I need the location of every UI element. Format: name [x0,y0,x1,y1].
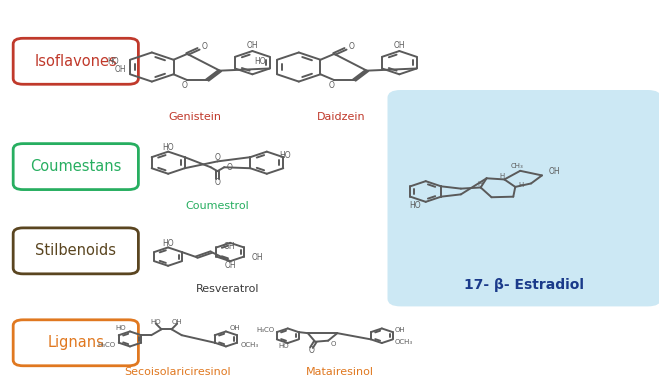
Text: CH₃: CH₃ [511,163,524,169]
Text: Isoflavones: Isoflavones [34,54,117,69]
Text: H₃CO: H₃CO [97,342,115,348]
Text: H: H [477,181,482,187]
Text: H: H [500,173,505,179]
FancyBboxPatch shape [13,38,138,84]
Text: O: O [227,163,233,172]
Text: O: O [215,153,220,162]
Text: 17- β- Estradiol: 17- β- Estradiol [464,278,585,292]
FancyBboxPatch shape [13,320,138,366]
Text: O: O [331,341,336,347]
Text: O: O [215,178,220,187]
FancyBboxPatch shape [13,228,138,274]
Text: H₃CO: H₃CO [256,327,275,333]
Text: HO: HO [279,151,291,160]
Text: Stilbenoids: Stilbenoids [36,243,116,259]
Text: HO: HO [151,319,161,324]
Text: OH: OH [224,261,236,270]
Text: OH: OH [229,325,241,331]
Text: O: O [202,42,208,51]
Text: HO: HO [162,142,174,152]
Text: OH: OH [246,41,258,51]
Text: HO: HO [107,57,119,66]
Text: Genistein: Genistein [168,112,221,122]
Text: OH: OH [549,167,561,175]
Text: O: O [308,346,314,355]
Text: HO: HO [162,239,174,248]
Text: Daidzein: Daidzein [317,112,366,122]
Text: OH: OH [115,65,127,74]
Text: OH: OH [251,253,263,262]
Text: OH: OH [393,41,405,51]
FancyBboxPatch shape [13,144,138,190]
Text: Coumestans: Coumestans [30,159,121,174]
Text: H: H [519,182,524,188]
Text: Lignans: Lignans [47,335,104,350]
Text: HO: HO [115,325,127,331]
Text: O: O [349,42,355,51]
Text: HO: HO [254,57,266,66]
Text: Matairesinol: Matairesinol [305,367,374,377]
Text: OH: OH [395,327,405,333]
Text: Secoisolariciresinol: Secoisolariciresinol [125,367,231,377]
Text: O: O [329,81,335,90]
Text: O: O [182,81,188,90]
Text: OH: OH [172,319,183,324]
Text: OCH₃: OCH₃ [395,339,413,345]
Text: HO: HO [409,201,420,210]
Text: OCH₃: OCH₃ [241,342,259,348]
FancyBboxPatch shape [387,90,659,306]
Text: OH: OH [224,242,236,251]
Text: Resveratrol: Resveratrol [196,284,259,294]
Text: HO: HO [279,343,289,349]
Text: Coumestrol: Coumestrol [186,201,249,211]
